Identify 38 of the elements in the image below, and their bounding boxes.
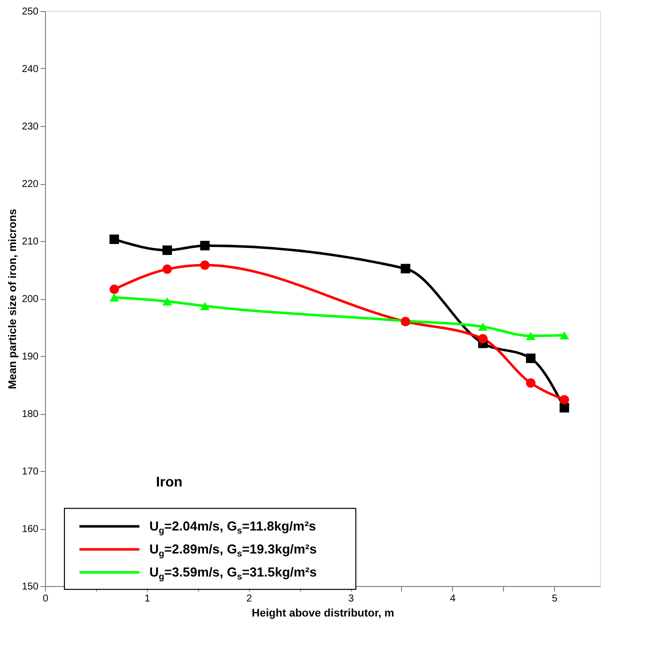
y-tick-label: 150	[22, 582, 39, 592]
y-tick-label: 230	[22, 122, 39, 132]
x-tick-label: 3	[348, 594, 354, 604]
point	[200, 260, 210, 270]
y-axis-title: Mean particle size of iron, microns	[6, 208, 19, 390]
point	[560, 331, 570, 340]
point	[526, 354, 536, 364]
point	[162, 245, 172, 255]
point	[526, 332, 536, 340]
y-tick-label: 240	[22, 64, 39, 75]
point	[110, 293, 119, 302]
point	[110, 234, 119, 244]
point	[110, 284, 119, 294]
point	[560, 403, 570, 412]
x-tick-label: 1	[144, 594, 151, 604]
point	[560, 394, 570, 404]
y-tick-label: 250	[22, 6, 39, 18]
point	[162, 297, 172, 306]
y-tick-label: 170	[22, 466, 39, 478]
annotation: Iron	[156, 474, 182, 490]
y-tick-label: 210	[22, 236, 39, 248]
y-tick-label: 190	[22, 352, 39, 362]
x-tick-label: 0	[42, 594, 49, 604]
point	[200, 302, 210, 310]
x-tick-label: 4	[450, 594, 456, 604]
y-tick-label: 180	[22, 409, 39, 420]
point	[478, 322, 488, 331]
y-tick-label: 160	[22, 524, 39, 535]
y-tick-label: 200	[22, 294, 39, 305]
x-tick-label: 2	[246, 594, 252, 604]
point	[478, 334, 488, 344]
y-tick-label: 220	[22, 179, 39, 190]
x-tick-label: 5	[552, 594, 558, 604]
x-axis-title: Height above distributor, m	[252, 608, 394, 620]
point	[400, 264, 410, 274]
point	[200, 240, 210, 250]
point	[162, 264, 172, 274]
point	[526, 378, 536, 388]
